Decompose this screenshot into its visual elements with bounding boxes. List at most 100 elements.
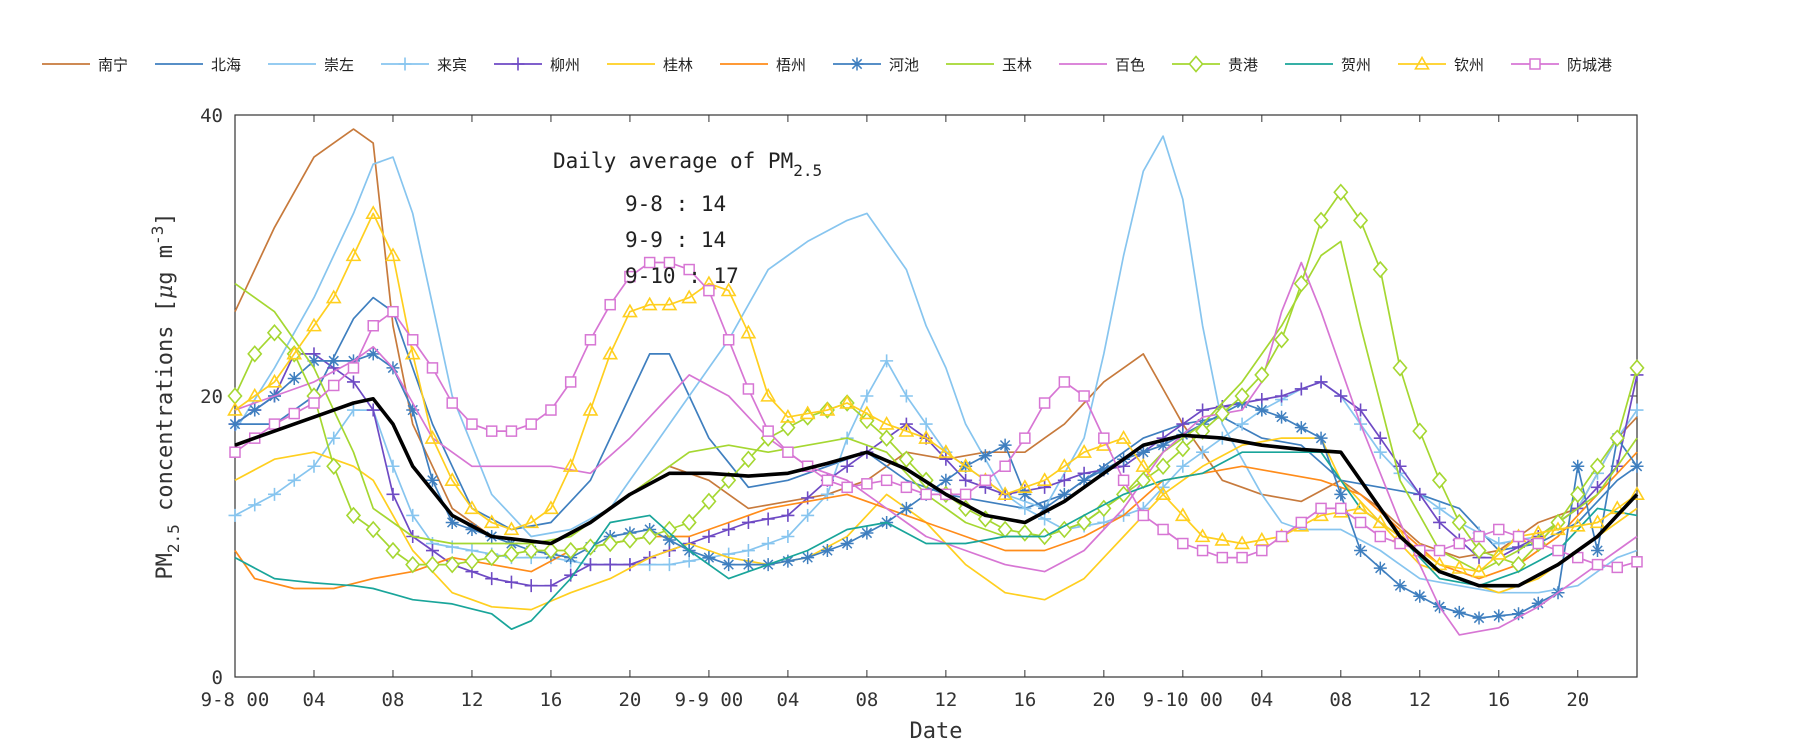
- x-tick-label: 12: [461, 689, 484, 711]
- series-point: [1176, 459, 1190, 473]
- series-point: [800, 408, 816, 426]
- legend-label: 玉林: [1002, 56, 1032, 74]
- series-point: [485, 425, 498, 437]
- series-point: [641, 296, 658, 311]
- plot-area-frame: [234, 114, 1638, 678]
- series-point: [702, 530, 716, 543]
- series-point: [760, 387, 777, 402]
- series-point: [841, 481, 853, 494]
- series-point: [681, 513, 697, 532]
- series-point: [920, 488, 932, 501]
- series-point: [1017, 524, 1033, 542]
- axis-ticks: 9-8 00 04 08 12 16 20 9-9 00 04 08 12 16 20 9-10 00 0…: [200, 105, 1637, 711]
- series-point: [781, 530, 795, 543]
- series-point: [1493, 523, 1505, 536]
- series-point: [1335, 502, 1347, 515]
- series-point: [1157, 523, 1169, 536]
- series-point: [1431, 471, 1448, 490]
- series-point: [505, 425, 518, 437]
- series-point: [346, 403, 360, 417]
- series-point: [662, 533, 676, 547]
- legend-entry: 贵港: [1172, 55, 1258, 74]
- series-line: [234, 261, 1638, 636]
- series-point: [1174, 507, 1191, 522]
- series-layer: [227, 128, 1645, 636]
- series-point: [1018, 501, 1032, 515]
- series-point: [1433, 515, 1447, 529]
- series-point: [1019, 432, 1031, 444]
- series-point: [780, 408, 796, 423]
- series-point: [345, 247, 362, 262]
- legend-entry: 防城港: [1511, 56, 1612, 74]
- series-point: [327, 379, 340, 392]
- series-point: [267, 487, 281, 501]
- x-tick-label: 16: [1013, 689, 1036, 711]
- series-point: [406, 508, 420, 522]
- series-point: [879, 429, 895, 447]
- series-point: [1156, 438, 1170, 452]
- legend-entry: 桂林: [607, 56, 693, 74]
- x-tick-label: 04: [303, 689, 326, 711]
- series-point: [1314, 375, 1328, 389]
- legend-label: 南宁: [98, 56, 128, 74]
- series-point: [939, 473, 953, 487]
- series-point: [1373, 561, 1387, 575]
- series-point: [464, 552, 480, 570]
- series-point: [1334, 487, 1348, 501]
- series-point: [266, 324, 283, 342]
- legend-marker: [1529, 58, 1541, 70]
- series-point: [780, 418, 796, 437]
- x-tick-label: 16: [539, 689, 562, 711]
- daily-average-annotation: Daily average of PM2.5 9-8 : 14 9-9 : 14…: [553, 149, 822, 288]
- legend-entry: 玉林: [946, 56, 1032, 74]
- series-0: [234, 128, 1638, 559]
- series-point: [1611, 561, 1624, 574]
- series-point: [1135, 458, 1152, 472]
- legend-label: 贵港: [1228, 56, 1258, 74]
- series-point: [1571, 459, 1585, 473]
- x-tick-label: 12: [1408, 689, 1431, 711]
- series-point: [1038, 397, 1051, 409]
- series-2: [234, 135, 1638, 594]
- legend-label: 柳州: [550, 56, 580, 74]
- series-point: [1531, 596, 1545, 610]
- series-point: [1591, 558, 1604, 571]
- legend-entry: 百色: [1059, 56, 1145, 74]
- legend-marker: [1414, 55, 1430, 70]
- series-point: [288, 407, 300, 420]
- series-point: [1373, 445, 1387, 459]
- series-point: [405, 555, 421, 574]
- series-point: [1354, 516, 1367, 529]
- series-point: [1453, 537, 1466, 550]
- series-1: [235, 296, 1638, 552]
- series-point: [1275, 410, 1289, 424]
- series-point: [465, 522, 479, 536]
- series-point: [859, 405, 875, 420]
- x-tick-label: 08: [1329, 689, 1352, 711]
- series-point: [307, 459, 321, 473]
- series-point: [366, 403, 380, 417]
- series-point: [425, 544, 439, 558]
- series-point: [563, 541, 579, 560]
- series-point: [1096, 499, 1112, 518]
- series-point: [406, 334, 419, 346]
- series-point: [524, 579, 538, 593]
- series-point: [1393, 579, 1407, 593]
- legend-label: 北海: [211, 56, 241, 74]
- legend-marker: [398, 57, 412, 71]
- series-point: [1433, 501, 1447, 515]
- series-point: [702, 551, 716, 565]
- series-point: [1056, 458, 1073, 472]
- series-point: [1589, 514, 1606, 529]
- series-point: [1472, 611, 1486, 625]
- series-point: [1274, 331, 1290, 349]
- x-tick-label: 16: [1487, 689, 1510, 711]
- series-point: [1372, 260, 1388, 279]
- series-point: [1256, 544, 1268, 557]
- series-point: [622, 531, 638, 549]
- series-point: [742, 383, 755, 395]
- series-point: [1295, 516, 1308, 529]
- series-point: [722, 522, 736, 536]
- series-point: [1354, 544, 1368, 558]
- series-point: [1254, 366, 1270, 384]
